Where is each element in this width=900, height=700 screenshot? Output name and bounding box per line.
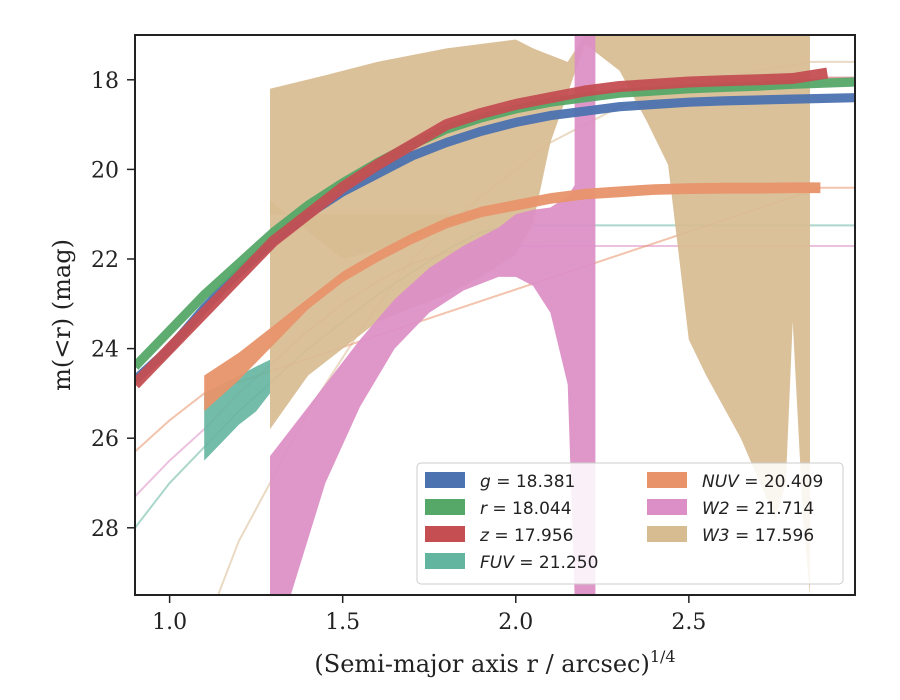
plot-frame — [134, 34, 856, 596]
y-tick-label: 20 — [91, 158, 119, 183]
legend-label-nuv: NUV = 20.409 — [702, 472, 823, 492]
series-w3-band-lower — [270, 200, 482, 259]
legend-label-z: z = 17.956 — [479, 526, 573, 546]
legend-label-g: g = 18.381 — [480, 472, 575, 492]
legend-swatch-g — [425, 472, 465, 488]
x-axis: 1.0 1.5 2.0 2.5 — [152, 595, 706, 635]
y-tick-label: 22 — [91, 248, 119, 273]
y-tick-label: 26 — [91, 427, 119, 452]
series-w2-band — [270, 35, 596, 595]
legend-swatch-fuv — [425, 553, 465, 569]
x-tick-label: 1.5 — [325, 610, 360, 635]
legend-label-w3: W3 = 17.596 — [702, 526, 814, 546]
y-axis: 18 20 22 24 26 28 — [91, 69, 135, 542]
y-axis-label: m(<r) (mag) — [48, 239, 76, 391]
y-tick-label: 24 — [91, 338, 119, 363]
x-tick-label: 2.0 — [498, 610, 533, 635]
legend: g = 18.381 r = 18.044 z = 17.956 FUV = 21.2… — [416, 462, 844, 585]
legend-swatch-w3 — [647, 526, 687, 542]
y-tick-label: 18 — [91, 69, 119, 94]
series-z-line — [135, 67, 829, 389]
series-w3-band — [270, 35, 810, 595]
x-tick-label: 1.0 — [152, 610, 187, 635]
legend-label-w2: W2 = 21.714 — [702, 499, 814, 519]
legend-box — [416, 462, 844, 585]
x-axis-label: (Semi-major axis r / arcsec)1/4 — [314, 647, 675, 678]
x-tick-label: 2.5 — [671, 610, 706, 635]
y-tick-label: 28 — [91, 517, 119, 542]
legend-label-r: r = 18.044 — [480, 499, 572, 519]
plot-area — [135, 35, 855, 595]
legend-swatch-r — [425, 499, 465, 515]
legend-swatch-z — [425, 526, 465, 542]
legend-label-fuv: FUV = 21.250 — [480, 553, 598, 573]
legend-swatch-nuv — [647, 472, 687, 488]
legend-swatch-w2 — [647, 499, 687, 515]
